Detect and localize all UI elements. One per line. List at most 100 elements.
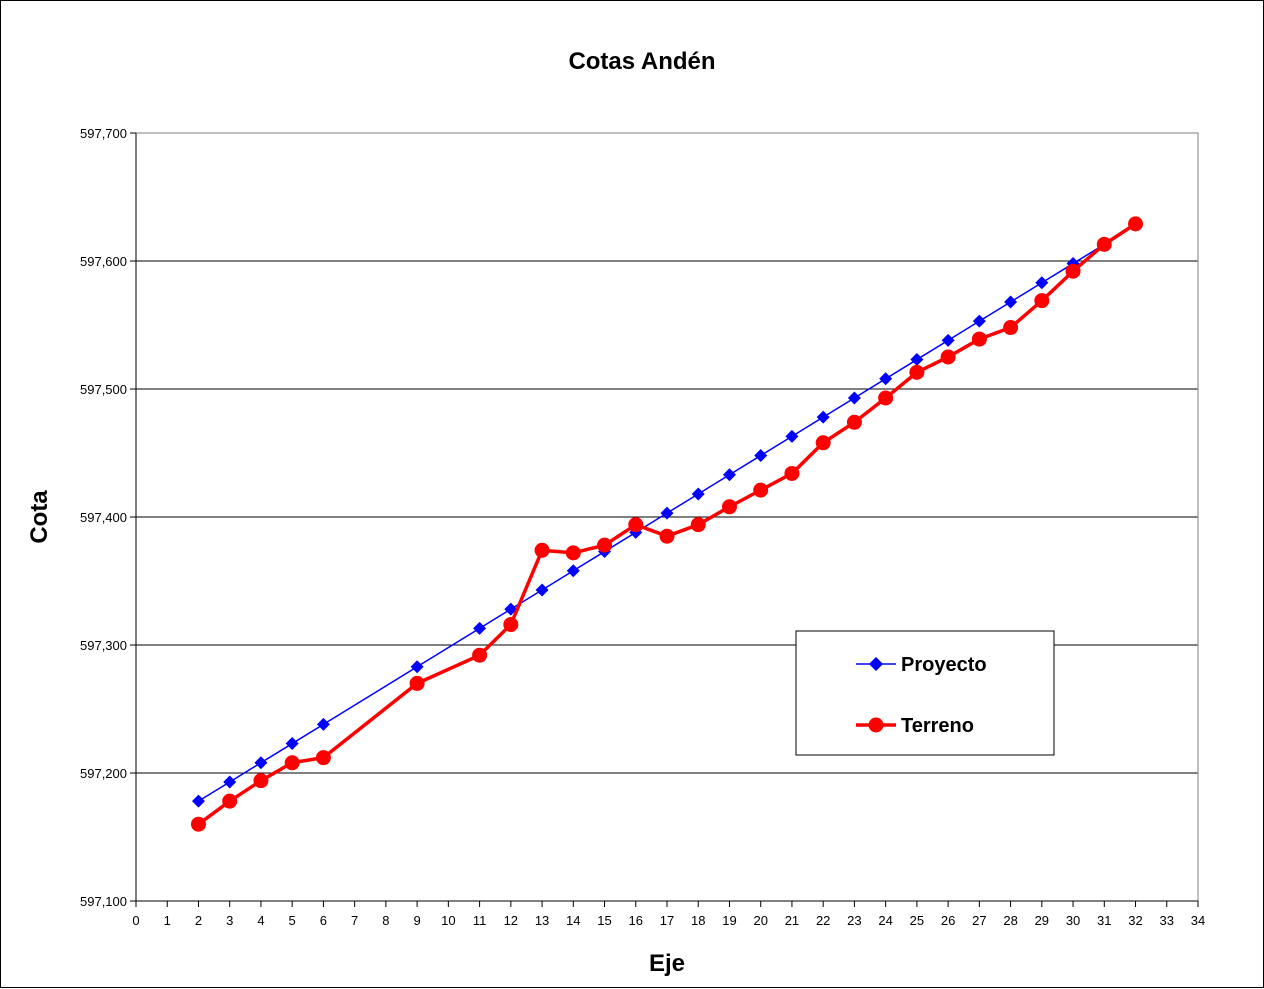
x-tick-label: 16 <box>629 913 643 928</box>
point-proyecto <box>692 487 705 500</box>
point-terreno <box>191 817 206 832</box>
legend: Proyecto Terreno <box>796 631 1054 755</box>
point-proyecto <box>848 391 861 404</box>
y-tick-label: 597,200 <box>80 766 127 781</box>
point-terreno <box>566 545 581 560</box>
x-tick-label: 27 <box>972 913 986 928</box>
chart-title: Cotas Andén <box>568 48 715 75</box>
point-proyecto <box>817 411 830 424</box>
x-tick-label: 24 <box>878 913 892 928</box>
point-proyecto <box>754 449 767 462</box>
x-tick-label: 10 <box>441 913 455 928</box>
x-tick-label: 12 <box>504 913 518 928</box>
point-proyecto <box>473 622 486 635</box>
x-tick-label: 6 <box>320 913 327 928</box>
y-tick-label: 597,600 <box>80 254 127 269</box>
point-proyecto <box>942 334 955 347</box>
x-axis: 0 1 2 3 4 5 6 7 8 9 10 11 12 13 14 15 16 17 18 19 20 21 22 23 24… <box>132 901 1205 928</box>
point-proyecto <box>286 737 299 750</box>
x-tick-label: 32 <box>1128 913 1142 928</box>
x-tick-label: 14 <box>566 913 580 928</box>
y-tick-label: 597,400 <box>80 510 127 525</box>
x-tick-label: 17 <box>660 913 674 928</box>
x-tick-label: 8 <box>382 913 389 928</box>
point-terreno <box>972 332 987 347</box>
point-proyecto <box>1004 295 1017 308</box>
x-tick-label: 34 <box>1191 913 1205 928</box>
x-tick-label: 9 <box>414 913 421 928</box>
point-terreno <box>941 350 956 365</box>
x-tick-label: 31 <box>1097 913 1111 928</box>
point-terreno <box>909 365 924 380</box>
point-proyecto <box>223 775 236 788</box>
point-proyecto <box>661 507 674 520</box>
x-tick-label: 30 <box>1066 913 1080 928</box>
y-axis-title: Cota <box>26 490 53 544</box>
point-terreno <box>222 794 237 809</box>
point-terreno <box>410 676 425 691</box>
point-proyecto <box>254 756 267 769</box>
x-tick-label: 33 <box>1160 913 1174 928</box>
x-tick-label: 11 <box>473 913 487 928</box>
x-tick-label: 2 <box>195 913 202 928</box>
point-proyecto <box>1035 276 1048 289</box>
x-tick-label: 21 <box>785 913 799 928</box>
point-terreno <box>722 499 737 514</box>
x-tick-label: 7 <box>351 913 358 928</box>
point-terreno <box>869 718 884 733</box>
point-proyecto <box>411 660 424 673</box>
point-proyecto <box>973 315 986 328</box>
point-proyecto <box>192 795 205 808</box>
y-axis: 597,100 597,200 597,300 597,400 597,500 597,6… <box>80 126 136 909</box>
x-tick-label: 28 <box>1003 913 1017 928</box>
point-proyecto <box>567 564 580 577</box>
point-proyecto <box>723 468 736 481</box>
point-proyecto <box>536 583 549 596</box>
point-proyecto <box>879 372 892 385</box>
y-tick-label: 597,700 <box>80 126 127 141</box>
x-tick-label: 19 <box>722 913 736 928</box>
point-proyecto <box>785 430 798 443</box>
x-tick-label: 18 <box>691 913 705 928</box>
y-tick-label: 597,100 <box>80 894 127 909</box>
point-terreno <box>628 517 643 532</box>
point-terreno <box>1003 320 1018 335</box>
x-tick-label: 22 <box>816 913 830 928</box>
point-terreno <box>784 466 799 481</box>
x-tick-label: 4 <box>257 913 264 928</box>
x-tick-label: 20 <box>753 913 767 928</box>
point-terreno <box>472 648 487 663</box>
x-tick-label: 15 <box>597 913 611 928</box>
point-terreno <box>660 529 675 544</box>
point-terreno <box>1034 293 1049 308</box>
point-terreno <box>1097 237 1112 252</box>
x-tick-label: 1 <box>164 913 171 928</box>
point-terreno <box>816 435 831 450</box>
point-proyecto <box>910 353 923 366</box>
point-terreno <box>535 543 550 558</box>
point-terreno <box>597 538 612 553</box>
x-axis-title: Eje <box>649 950 685 977</box>
point-terreno <box>285 755 300 770</box>
x-tick-label: 23 <box>847 913 861 928</box>
point-terreno <box>253 773 268 788</box>
y-tick-label: 597,500 <box>80 382 127 397</box>
point-terreno <box>691 517 706 532</box>
x-tick-label: 13 <box>535 913 549 928</box>
x-tick-label: 29 <box>1035 913 1049 928</box>
x-tick-label: 3 <box>226 913 233 928</box>
point-terreno <box>1066 264 1081 279</box>
point-terreno <box>753 483 768 498</box>
point-proyecto <box>317 718 330 731</box>
point-terreno <box>503 617 518 632</box>
legend-label: Terreno <box>901 715 974 737</box>
point-terreno <box>316 750 331 765</box>
point-terreno <box>847 415 862 430</box>
point-terreno <box>878 390 893 405</box>
x-tick-label: 0 <box>132 913 139 928</box>
x-tick-label: 5 <box>289 913 296 928</box>
legend-label: Proyecto <box>901 654 987 676</box>
y-tick-label: 597,300 <box>80 638 127 653</box>
